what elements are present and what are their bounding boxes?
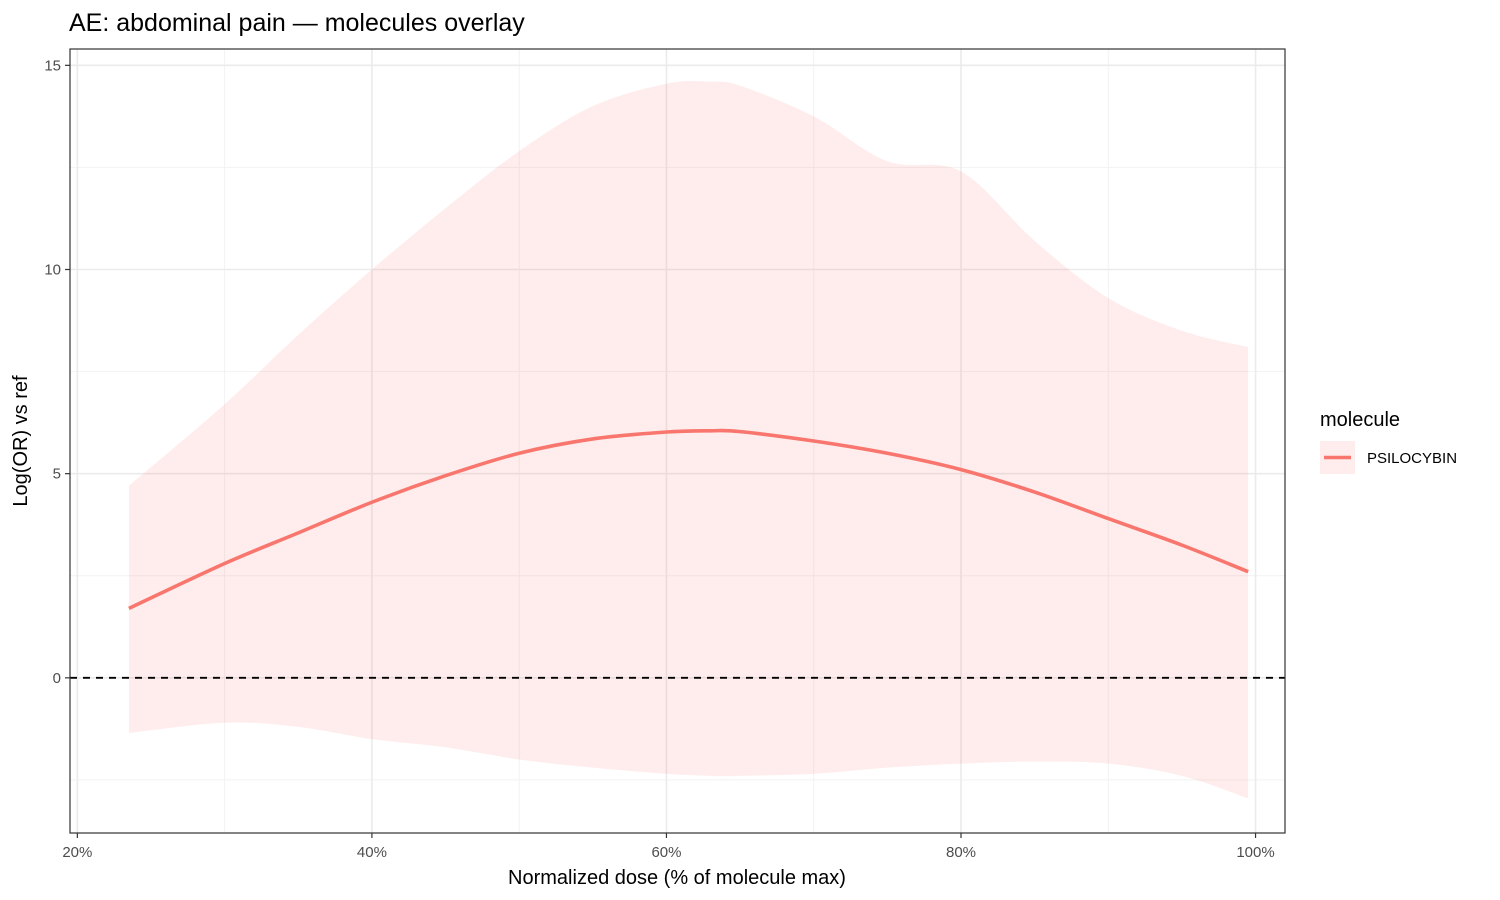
x-tick-label: 80% xyxy=(946,844,976,861)
y-tick-label: 5 xyxy=(53,466,61,483)
chart-title: AE: abdominal pain — molecules overlay xyxy=(69,9,525,37)
plot-background xyxy=(70,49,1285,833)
x-tick-label: 100% xyxy=(1236,844,1274,861)
x-tick-label: 60% xyxy=(651,844,681,861)
x-tick-label: 40% xyxy=(357,844,387,861)
plot-panel xyxy=(69,48,1286,834)
line-psilocybin xyxy=(128,428,1249,611)
legend-items: PSILOCYBIN xyxy=(1320,441,1457,474)
y-axis-title: Log(OR) vs ref xyxy=(10,375,32,507)
confidence-ribbons xyxy=(128,81,1249,799)
y-tick-label: 15 xyxy=(44,57,61,74)
ribbon-psilocybin xyxy=(128,81,1249,799)
y-axis: 0 5 10 15 xyxy=(44,57,70,687)
legend: molecule PSILOCYBIN xyxy=(1320,409,1457,474)
x-tick-label: 20% xyxy=(62,844,92,861)
series-lines xyxy=(128,428,1249,611)
y-tick-label: 10 xyxy=(44,262,61,279)
plot-border xyxy=(69,48,1286,834)
grid-major xyxy=(70,49,1285,833)
legend-title: molecule xyxy=(1320,409,1400,431)
y-tick-label: 0 xyxy=(53,670,61,687)
x-axis: 20% 40% 60% 80% 100% xyxy=(62,833,1275,861)
x-axis-title: Normalized dose (% of molecule max) xyxy=(508,867,846,889)
legend-label: PSILOCYBIN xyxy=(1367,450,1457,467)
